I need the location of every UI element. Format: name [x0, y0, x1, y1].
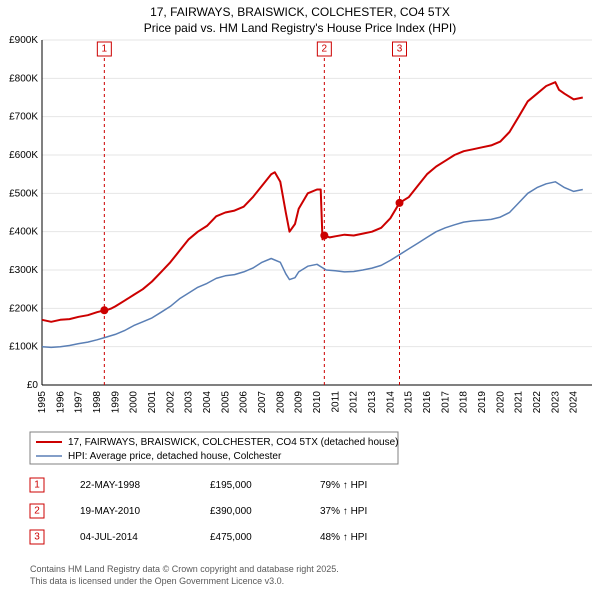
plot-area: £0 £100K £200K £300K £400K £500K £600K £700K £80… [9, 35, 592, 413]
x-axis-label: 2020 [495, 391, 506, 414]
x-axis-label: 2013 [367, 391, 378, 414]
y-axis-label: £400K [9, 227, 38, 238]
x-axis-label: 2006 [239, 391, 250, 414]
x-axis-label: 2022 [532, 391, 543, 414]
sale-marker-num: 2 [322, 44, 328, 55]
y-axis-label: £600K [9, 150, 38, 161]
x-axis-label: 2023 [550, 391, 561, 414]
x-axis-label: 2005 [220, 391, 231, 414]
x-axis-label: 1996 [55, 391, 66, 414]
x-axis-label: 1995 [37, 391, 48, 414]
footer-line-2: This data is licensed under the Open Gov… [30, 576, 284, 586]
sale-price: £475,000 [210, 532, 252, 543]
footer-line-1: Contains HM Land Registry data © Crown c… [30, 564, 339, 574]
x-axis-label: 2021 [514, 391, 525, 414]
y-axis-label: £300K [9, 265, 38, 276]
y-axis-label: £800K [9, 73, 38, 84]
table-marker-num: 2 [34, 506, 40, 517]
sales-table: 1 22-MAY-1998 £195,000 79% ↑ HPI 2 19-MAY-201… [30, 478, 367, 544]
x-axis-label: 1997 [74, 391, 85, 414]
sale-marker-num: 1 [102, 44, 108, 55]
y-axis-label: £900K [9, 35, 38, 46]
x-axis-label: 1999 [110, 391, 121, 414]
x-axis-label: 2012 [349, 391, 360, 414]
sale-delta: 48% ↑ HPI [320, 532, 367, 543]
sale-marker-num: 3 [397, 44, 403, 55]
chart-title-1: 17, FAIRWAYS, BRAISWICK, COLCHESTER, CO4… [150, 5, 450, 19]
sale-date: 19-MAY-2010 [80, 506, 140, 517]
x-axis-label: 2017 [440, 391, 451, 414]
x-axis-label: 2018 [459, 391, 470, 414]
y-axis-label: £100K [9, 342, 38, 353]
table-marker-num: 1 [34, 480, 40, 491]
legend: 17, FAIRWAYS, BRAISWICK, COLCHESTER, CO4… [30, 432, 398, 464]
x-axis-label: 2009 [294, 391, 305, 414]
sale-date: 04-JUL-2014 [80, 532, 138, 543]
sale-delta: 79% ↑ HPI [320, 480, 367, 491]
x-axis-label: 2015 [404, 391, 415, 414]
legend-label: HPI: Average price, detached house, Colc… [68, 451, 282, 462]
x-axis-label: 2007 [257, 391, 268, 414]
y-axis-label: £500K [9, 188, 38, 199]
x-axis-label: 2008 [275, 391, 286, 414]
y-axis-label: £700K [9, 112, 38, 123]
chart-title-2: Price paid vs. HM Land Registry's House … [144, 21, 456, 35]
y-axis-label: £0 [27, 380, 39, 391]
x-axis-label: 2010 [312, 391, 323, 414]
x-axis-label: 1998 [92, 391, 103, 414]
legend-label: 17, FAIRWAYS, BRAISWICK, COLCHESTER, CO4… [68, 437, 398, 448]
x-axis-label: 2014 [385, 391, 396, 414]
sale-price: £390,000 [210, 506, 252, 517]
x-axis-label: 2001 [147, 391, 158, 414]
sale-price: £195,000 [210, 480, 252, 491]
x-axis-label: 2011 [330, 391, 341, 413]
x-axis-label: 2024 [569, 391, 580, 414]
y-axis-label: £200K [9, 303, 38, 314]
x-axis-label: 2002 [165, 391, 176, 414]
x-axis-label: 2019 [477, 391, 488, 414]
table-marker-num: 3 [34, 532, 40, 543]
x-axis-label: 2016 [422, 391, 433, 414]
x-axis-label: 2003 [184, 391, 195, 414]
x-axis-label: 2004 [202, 391, 213, 414]
sale-date: 22-MAY-1998 [80, 480, 140, 491]
price-chart: 17, FAIRWAYS, BRAISWICK, COLCHESTER, CO4… [0, 0, 600, 590]
sale-delta: 37% ↑ HPI [320, 506, 367, 517]
x-axis-label: 2000 [129, 391, 140, 414]
